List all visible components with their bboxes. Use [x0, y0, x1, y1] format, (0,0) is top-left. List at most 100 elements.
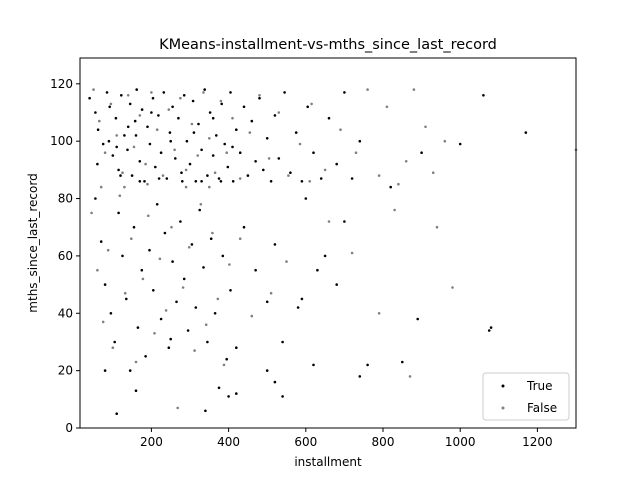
legend: True False — [482, 372, 570, 421]
point-true-22 — [154, 165, 157, 169]
point-true-130 — [281, 340, 284, 344]
x-tick-label-600: 600 — [294, 435, 317, 449]
point-true-76 — [157, 177, 161, 180]
point-true-4 — [105, 91, 109, 94]
y-tick-label-120: 120 — [50, 77, 73, 91]
point-true-18 — [143, 180, 146, 183]
point-true-87 — [96, 162, 99, 166]
point-true-48 — [229, 91, 232, 94]
point-true-80 — [107, 139, 111, 143]
point-false-76 — [327, 220, 331, 223]
point-true-112 — [182, 277, 186, 281]
point-true-11 — [126, 148, 129, 152]
point-true-83 — [169, 139, 172, 143]
point-false-49 — [106, 248, 110, 252]
y-tick-label-80: 80 — [58, 192, 73, 206]
x-axis-ticks: 200 400 600 800 1000 1200 — [140, 428, 553, 449]
point-true-131 — [296, 306, 300, 309]
point-true-115 — [194, 306, 198, 309]
point-false-53 — [130, 237, 133, 240]
point-true-121 — [217, 386, 221, 390]
legend-box — [482, 372, 570, 421]
point-false-22 — [219, 99, 223, 103]
point-true-33 — [185, 139, 189, 143]
point-false-42 — [424, 125, 427, 129]
point-true-132 — [304, 197, 308, 200]
y-tick-label-60: 60 — [58, 249, 73, 263]
point-false-61 — [176, 406, 179, 410]
point-true-28 — [171, 105, 174, 109]
point-true-99 — [132, 225, 136, 229]
point-true-94 — [113, 340, 116, 344]
point-false-60 — [170, 225, 173, 229]
point-true-42 — [211, 154, 215, 157]
point-false-84 — [123, 185, 126, 189]
point-true-0 — [88, 96, 91, 100]
point-true-153 — [273, 380, 277, 384]
point-true-29 — [174, 157, 177, 160]
point-false-70 — [228, 263, 231, 266]
point-false-2 — [103, 151, 107, 154]
chart-title: KMeans-installment-vs-mths_since_last_re… — [159, 37, 497, 53]
point-true-138 — [401, 360, 404, 364]
point-true-144 — [489, 326, 493, 329]
point-false-50 — [111, 346, 115, 350]
point-true-137 — [389, 185, 393, 189]
point-true-54 — [250, 119, 254, 123]
point-true-106 — [159, 317, 163, 321]
point-true-6 — [111, 154, 115, 157]
point-true-13 — [130, 174, 134, 177]
point-true-85 — [211, 116, 215, 120]
point-true-45 — [220, 102, 223, 106]
point-true-156 — [316, 268, 319, 272]
legend-marker-true — [501, 384, 505, 388]
point-false-56 — [147, 214, 150, 218]
point-true-89 — [134, 134, 138, 137]
point-false-79 — [393, 208, 396, 212]
point-true-69 — [327, 116, 331, 120]
point-true-109 — [171, 260, 174, 263]
x-tick-label-1200: 1200 — [522, 435, 553, 449]
point-false-7 — [132, 145, 136, 149]
point-true-10 — [123, 134, 126, 137]
point-true-127 — [254, 268, 257, 272]
point-true-65 — [300, 180, 304, 183]
point-true-142 — [482, 94, 485, 97]
point-true-152 — [265, 369, 269, 372]
point-true-64 — [294, 131, 298, 134]
point-true-72 — [350, 177, 354, 180]
point-true-40 — [206, 174, 209, 177]
point-true-98 — [128, 369, 132, 372]
point-false-19 — [202, 91, 205, 94]
point-true-100 — [136, 326, 140, 329]
point-true-148 — [169, 337, 172, 341]
point-true-90 — [94, 197, 97, 200]
point-true-66 — [306, 105, 310, 109]
point-false-24 — [231, 116, 234, 120]
point-true-104 — [152, 289, 155, 292]
point-false-36 — [366, 88, 369, 91]
point-true-44 — [217, 177, 221, 180]
point-true-150 — [227, 395, 230, 398]
point-true-146 — [115, 412, 118, 416]
point-false-64 — [193, 349, 196, 352]
point-false-47 — [96, 268, 99, 272]
point-false-10 — [150, 91, 153, 94]
point-false-62 — [181, 286, 185, 289]
point-true-133 — [312, 363, 315, 367]
point-true-103 — [148, 248, 151, 252]
point-false-48 — [101, 320, 105, 324]
point-true-60 — [273, 114, 277, 117]
x-tick-label-400: 400 — [217, 435, 240, 449]
y-axis-label: mths_since_last_record — [26, 173, 40, 312]
point-true-68 — [319, 177, 323, 180]
point-false-66 — [204, 323, 208, 327]
point-true-17 — [140, 108, 144, 111]
point-true-59 — [269, 180, 273, 183]
point-true-84 — [192, 131, 196, 134]
point-false-30 — [287, 174, 290, 177]
point-true-50 — [235, 128, 238, 131]
y-tick-label-40: 40 — [58, 306, 73, 320]
point-true-19 — [146, 125, 149, 129]
point-true-147 — [134, 389, 138, 393]
